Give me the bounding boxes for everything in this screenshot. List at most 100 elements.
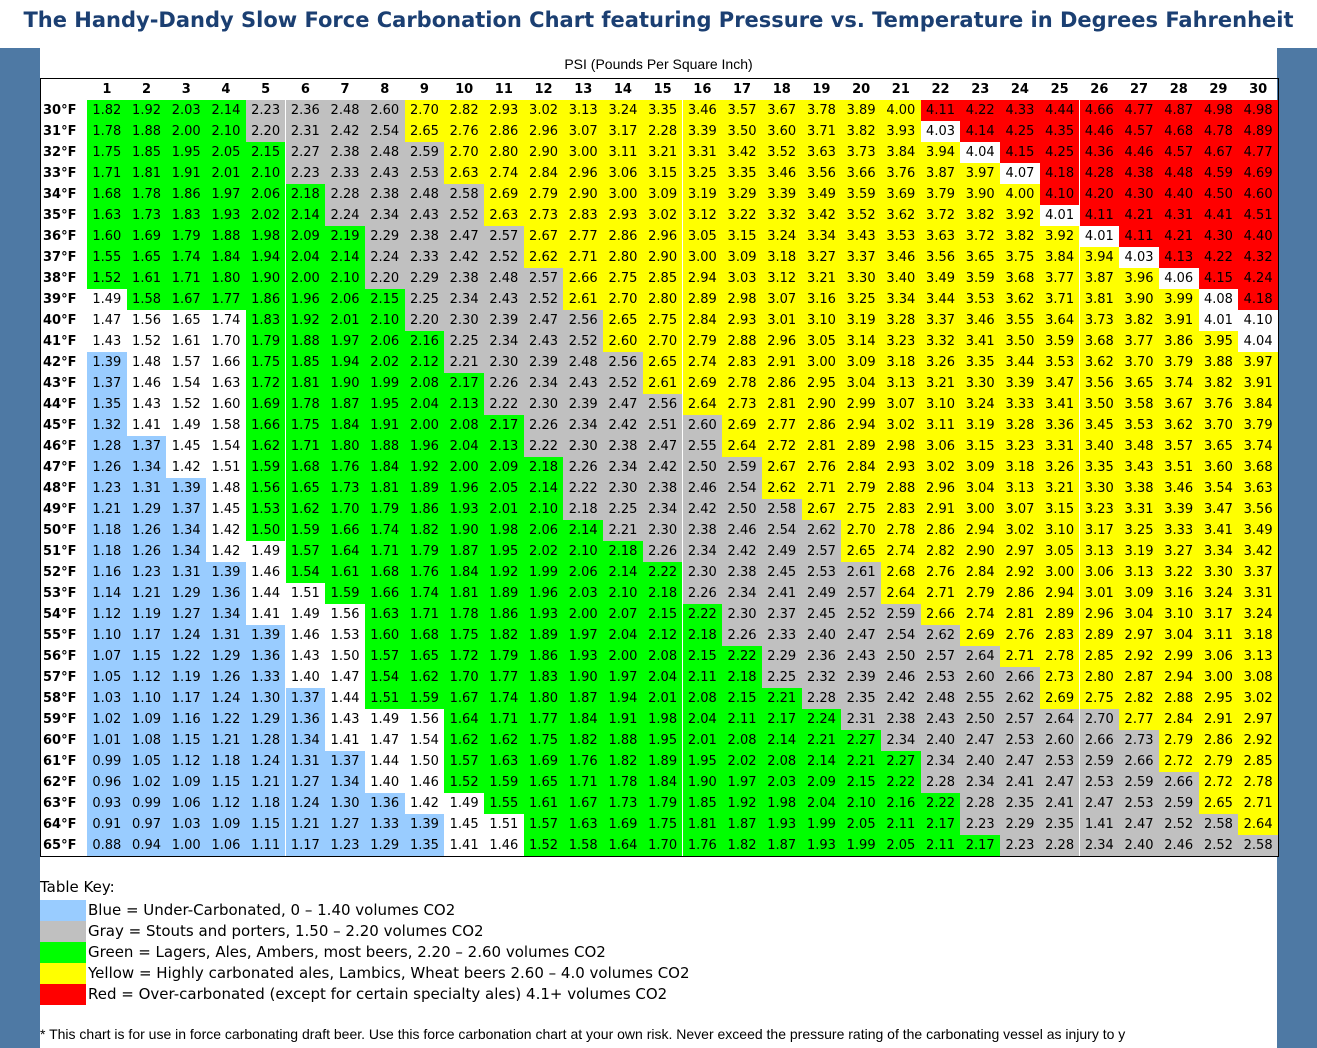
temperature-label: 61°F <box>43 754 77 769</box>
volume-cell: 3.21 <box>920 373 961 394</box>
volume-cell: 2.61 <box>563 289 604 310</box>
volume-cell: 3.42 <box>722 142 762 163</box>
volume-cell: 2.92 <box>1238 730 1278 751</box>
volume-cell: 2.84 <box>960 562 1001 583</box>
volume-cell: 1.62 <box>444 730 484 751</box>
volume-cell: 1.99 <box>801 814 842 835</box>
volume-cell: 1.06 <box>166 793 207 814</box>
volume-cell: 1.52 <box>87 268 127 289</box>
volume-cell: 2.60 <box>682 415 723 436</box>
volume-cell: 3.09 <box>960 457 1001 478</box>
volume-cell: 2.38 <box>603 436 643 457</box>
volume-cell: 4.30 <box>1198 226 1239 247</box>
volume-cell: 1.91 <box>364 415 405 436</box>
temperature-label: 57°F <box>43 670 77 685</box>
volume-cell: 2.10 <box>325 268 365 289</box>
volume-cell: 2.17 <box>960 835 1001 856</box>
volume-cell: 1.41 <box>126 415 167 436</box>
volume-cell: 2.62 <box>920 625 961 646</box>
volume-cell: 1.16 <box>166 709 207 730</box>
volume-cell: 2.65 <box>642 352 683 373</box>
volume-cell: 3.76 <box>881 163 921 184</box>
volume-cell: 1.54 <box>206 436 246 457</box>
volume-cell: 3.65 <box>1198 436 1239 457</box>
volume-cell: 3.10 <box>920 394 961 415</box>
volume-cell: 1.76 <box>404 562 445 583</box>
volume-cell: 2.48 <box>563 352 604 373</box>
volume-cell: 1.77 <box>484 667 524 688</box>
volume-cell: 2.52 <box>563 331 604 352</box>
volume-cell: 2.73 <box>1039 667 1080 688</box>
volume-cell: 2.18 <box>682 625 723 646</box>
volume-cell: 3.19 <box>682 184 723 205</box>
volume-cell: 2.86 <box>1000 583 1040 604</box>
volume-cell: 2.53 <box>1119 793 1159 814</box>
volume-cell: 1.24 <box>166 625 207 646</box>
volume-cell: 2.47 <box>1039 772 1080 793</box>
volume-cell: 2.15 <box>682 646 723 667</box>
volume-cell: 1.52 <box>126 331 167 352</box>
volume-cell: 1.29 <box>206 646 246 667</box>
volume-cell: 1.65 <box>166 310 207 331</box>
volume-cell: 1.60 <box>364 625 405 646</box>
volume-cell: 1.71 <box>484 709 524 730</box>
volume-cell: 4.18 <box>1238 289 1278 310</box>
psi-header-9: 9 <box>419 82 429 97</box>
volume-cell: 4.22 <box>1198 247 1239 268</box>
volume-cell: 1.94 <box>603 688 643 709</box>
volume-cell: 2.33 <box>325 163 365 184</box>
volume-cell: 1.30 <box>245 688 286 709</box>
volume-cell: 3.67 <box>1158 394 1199 415</box>
volume-cell: 4.44 <box>1039 100 1080 121</box>
volume-cell: 1.42 <box>206 541 246 562</box>
volume-cell: 4.01 <box>1198 310 1239 331</box>
volume-cell: 3.26 <box>1039 457 1080 478</box>
volume-cell: 2.46 <box>682 478 723 499</box>
volume-cell: 1.81 <box>364 478 405 499</box>
volume-cell: 1.96 <box>404 436 445 457</box>
volume-cell: 2.18 <box>722 667 762 688</box>
volume-cell: 2.91 <box>761 352 802 373</box>
volume-cell: 1.87 <box>325 394 365 415</box>
volume-cell: 1.80 <box>206 268 246 289</box>
volume-cell: 1.70 <box>642 835 683 856</box>
volume-cell: 2.08 <box>642 646 683 667</box>
volume-cell: 1.51 <box>484 814 524 835</box>
volume-cell: 4.60 <box>1238 184 1278 205</box>
volume-cell: 2.10 <box>841 793 881 814</box>
volume-cell: 2.35 <box>1039 814 1080 835</box>
volume-cell: 3.67 <box>761 100 802 121</box>
temperature-label: 43°F <box>43 376 77 391</box>
volume-cell: 2.15 <box>245 142 286 163</box>
volume-cell: 3.34 <box>1198 541 1239 562</box>
volume-cell: 1.91 <box>603 709 643 730</box>
footnote-disclaimer: * This chart is for use in force carbona… <box>40 1026 1126 1042</box>
volume-cell: 1.37 <box>285 688 326 709</box>
volume-cell: 2.04 <box>285 247 326 268</box>
volume-cell: 3.18 <box>1000 457 1040 478</box>
volume-cell: 2.56 <box>642 394 683 415</box>
volume-cell: 2.10 <box>364 310 405 331</box>
temperature-label: 65°F <box>43 838 77 853</box>
volume-cell: 1.19 <box>126 604 167 625</box>
volume-cell: 2.65 <box>603 310 643 331</box>
volume-cell: 1.67 <box>563 793 604 814</box>
volume-cell: 1.98 <box>761 793 802 814</box>
volume-cell: 4.15 <box>1198 268 1239 289</box>
volume-cell: 2.01 <box>325 310 365 331</box>
volume-cell: 2.35 <box>1000 793 1040 814</box>
volume-cell: 2.30 <box>444 310 484 331</box>
volume-cell: 2.16 <box>404 331 445 352</box>
volume-cell: 4.67 <box>1198 142 1239 163</box>
volume-cell: 3.53 <box>881 226 921 247</box>
volume-cell: 4.77 <box>1119 100 1159 121</box>
table-row: 33°F 1.71 1.81 1.91 2.01 2.10 2.23 2.33 2.43 2.53… <box>41 163 1278 184</box>
volume-cell: 3.62 <box>1000 289 1040 310</box>
table-row: 48°F 1.23 1.31 1.39 1.48 1.56 1.65 1.73 1.81 1.89… <box>41 478 1278 499</box>
volume-cell: 2.40 <box>960 751 1001 772</box>
volume-cell: 2.23 <box>285 163 326 184</box>
volume-cell: 0.99 <box>87 751 127 772</box>
volume-cell: 4.57 <box>1119 121 1159 142</box>
volume-cell: 1.12 <box>87 604 127 625</box>
volume-cell: 2.58 <box>1198 814 1239 835</box>
